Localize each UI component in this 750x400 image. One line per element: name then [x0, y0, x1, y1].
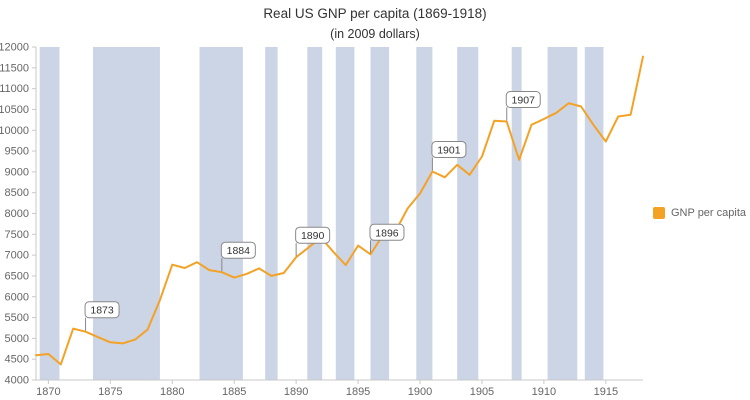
y-tick-label: 5000: [5, 333, 29, 345]
legend-marker-icon: [653, 207, 665, 219]
recession-band: [93, 47, 160, 380]
recession-band: [307, 47, 323, 380]
y-tick-label: 4500: [5, 354, 29, 366]
y-tick-label: 10500: [0, 104, 29, 116]
x-tick-label: 1870: [36, 386, 60, 398]
recession-band: [584, 47, 604, 380]
x-tick-label: 1875: [98, 386, 122, 398]
flag-label-1873: 1873: [90, 305, 114, 317]
y-tick-label: 7000: [5, 250, 29, 262]
legend-item-gnp-per-capita[interactable]: GNP per capita: [653, 207, 746, 219]
gnp-per-capita-series-line[interactable]: [35, 55, 644, 366]
x-tick-label: 1880: [160, 386, 184, 398]
flag-1907[interactable]: [505, 91, 541, 109]
chart-title: Real US GNP per capita (1869-1918): [263, 6, 487, 21]
chart-subtitle: (in 2009 dollars): [330, 27, 420, 41]
recession-band: [370, 47, 390, 380]
x-tick-label: 1915: [594, 386, 618, 398]
recession-band: [416, 47, 433, 380]
recession-band: [39, 47, 60, 380]
recession-band: [457, 47, 479, 380]
y-tick-label: 6500: [5, 270, 29, 282]
y-tick-label: 5500: [5, 312, 29, 324]
x-tick-label: 1895: [346, 386, 370, 398]
flag-label-1890: 1890: [301, 230, 325, 242]
recession-band: [265, 47, 278, 380]
flag-1884[interactable]: [220, 241, 256, 259]
y-tick-label: 6000: [5, 291, 29, 303]
y-tick-label: 11000: [0, 83, 29, 95]
flag-label-1901: 1901: [437, 144, 461, 156]
y-tick-label: 4000: [5, 375, 29, 387]
x-tick-label: 1905: [470, 386, 494, 398]
flag-1896[interactable]: [369, 223, 405, 241]
x-tick-label: 1910: [532, 386, 556, 398]
y-tick-label: 10000: [0, 125, 29, 137]
recession-band: [335, 47, 355, 380]
y-tick-label: 9000: [5, 166, 29, 178]
y-tick-label: 11500: [0, 62, 29, 74]
y-tick-label: 7500: [5, 229, 29, 241]
y-tick-label: 8000: [5, 208, 29, 220]
legend-label: GNP per capita: [671, 207, 747, 219]
recession-band: [547, 47, 578, 380]
flag-label-1884: 1884: [227, 245, 251, 257]
flag-1873[interactable]: [84, 301, 120, 319]
y-tick-label: 12000: [0, 42, 29, 54]
x-tick-label: 1890: [284, 386, 308, 398]
x-tick-label: 1900: [408, 386, 432, 398]
x-tick-label: 1885: [222, 386, 246, 398]
flag-1901[interactable]: [431, 140, 467, 158]
y-tick-label: 9500: [5, 146, 29, 158]
y-tick-label: 8500: [5, 187, 29, 199]
flag-label-1896: 1896: [375, 227, 399, 239]
recession-band: [199, 47, 243, 380]
flag-1890[interactable]: [295, 226, 331, 244]
recession-band: [511, 47, 522, 380]
flag-label-1907: 1907: [512, 95, 536, 107]
